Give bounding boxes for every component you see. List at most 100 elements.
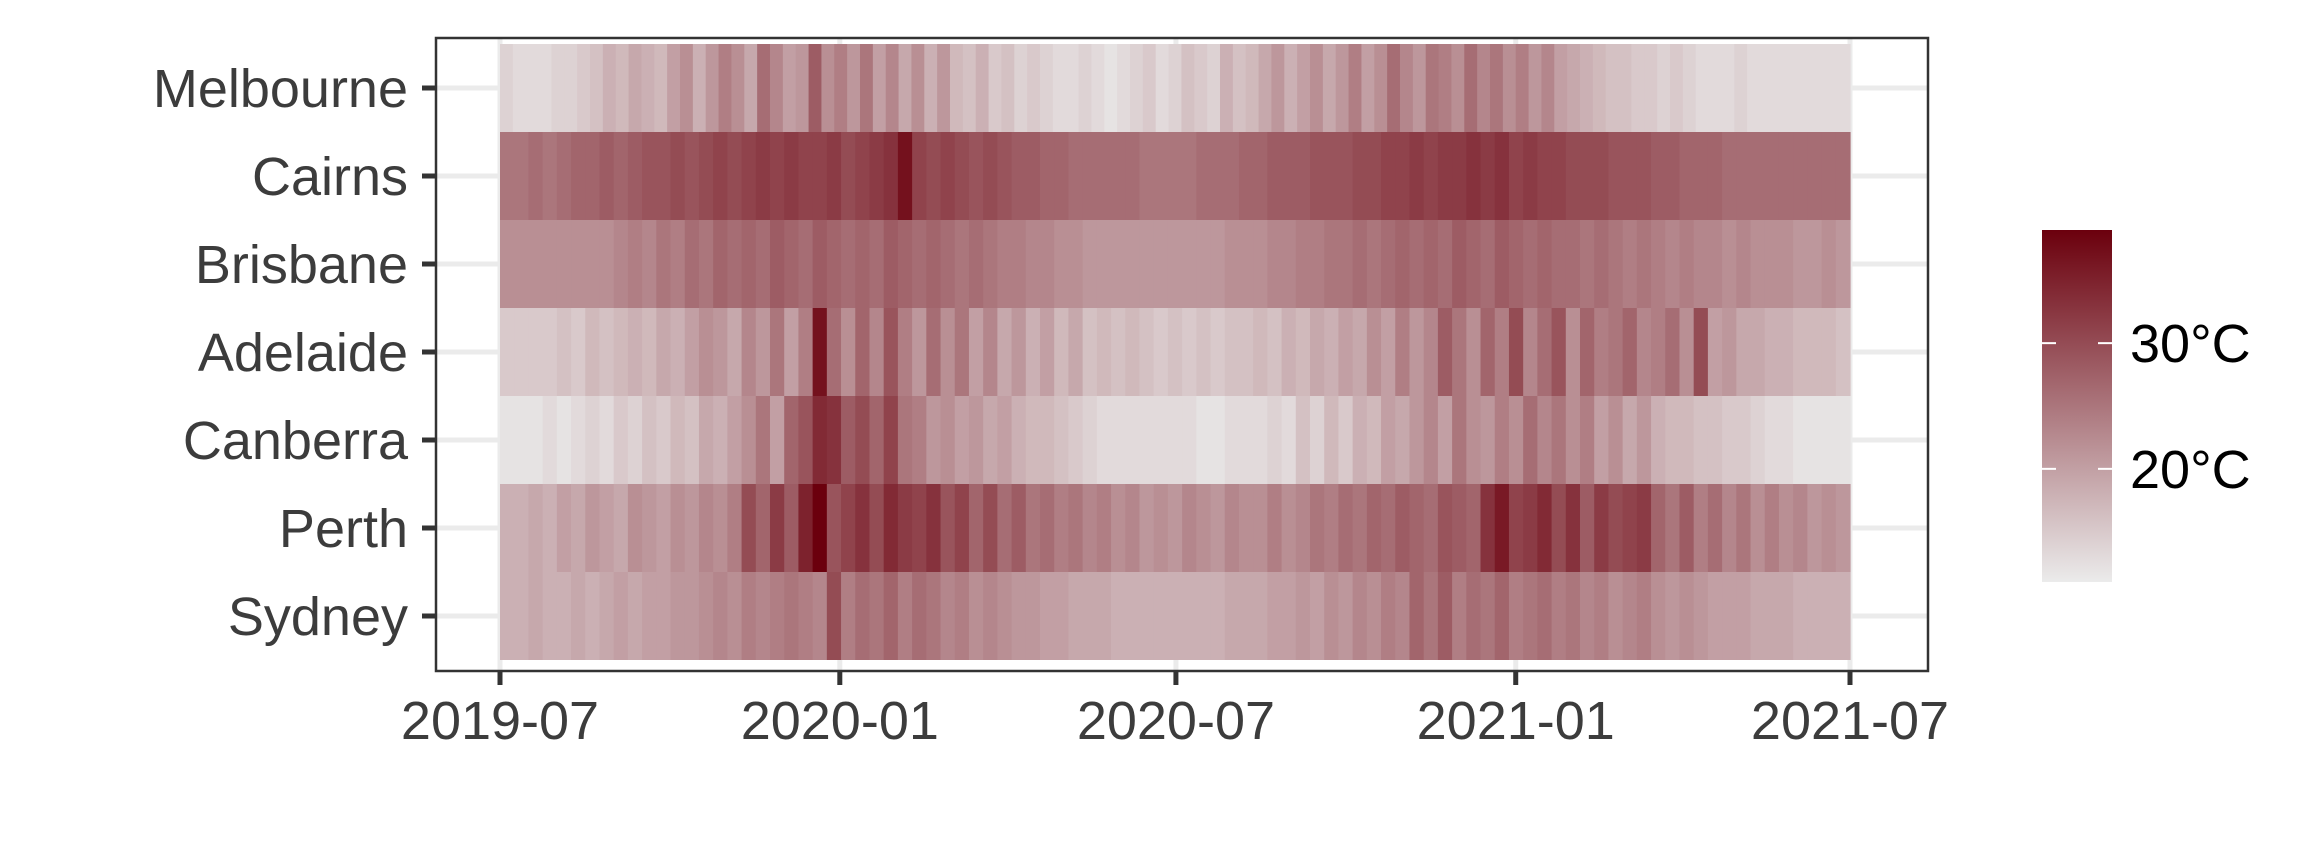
heatmap-cell: [1096, 484, 1112, 572]
heatmap-cell: [599, 396, 615, 484]
heatmap-cell: [1594, 308, 1610, 396]
heatmap-cell: [1464, 44, 1478, 132]
heatmap-cell: [1040, 572, 1055, 660]
heatmap-cell: [528, 396, 544, 484]
heatmap-cell: [1793, 308, 1808, 396]
heatmap-cell: [798, 308, 814, 396]
heatmap-cell: [755, 484, 771, 572]
heatmap-cell: [1636, 132, 1652, 220]
heatmap-cell: [670, 396, 686, 484]
heatmap-cell: [1502, 44, 1517, 132]
heatmap-cell: [1523, 308, 1538, 396]
heatmap-cell: [684, 220, 700, 308]
heatmap-cell: [1224, 484, 1240, 572]
heatmap-cell: [1182, 132, 1197, 220]
heatmap-cell: [968, 484, 984, 572]
heatmap-cell: [1636, 308, 1652, 396]
heatmap-cell: [698, 308, 714, 396]
heatmap-cell: [1065, 44, 1080, 132]
heatmap-cell: [784, 396, 800, 484]
heatmap-cell: [954, 396, 970, 484]
heatmap-cell: [1565, 132, 1581, 220]
heatmap-cell: [556, 396, 572, 484]
heatmap-cell: [642, 308, 657, 396]
heatmap-cell: [670, 484, 686, 572]
heatmap-cell: [1091, 44, 1105, 132]
heatmap-cell: [1210, 220, 1226, 308]
heatmap-cell: [514, 484, 530, 572]
heatmap-cell: [727, 132, 743, 220]
heatmap-cell: [812, 132, 828, 220]
heatmap-cell: [1636, 220, 1652, 308]
heatmap-cell: [1508, 308, 1524, 396]
heatmap-cell: [1423, 220, 1439, 308]
heatmap-cell: [1764, 396, 1780, 484]
heatmap-cell: [954, 484, 970, 572]
heatmap-cell: [1736, 132, 1752, 220]
heatmap-cell: [1054, 308, 1070, 396]
heatmap-cell: [954, 572, 970, 660]
heatmap-cell: [1480, 220, 1496, 308]
heatmap-cell: [1423, 308, 1439, 396]
heatmap-cell: [551, 44, 565, 132]
heatmap-cell: [1537, 220, 1553, 308]
heatmap-cell: [684, 572, 700, 660]
heatmap-cell: [1821, 132, 1837, 220]
y-tick-label: Brisbane: [195, 235, 408, 295]
heatmap-cell: [1409, 132, 1425, 220]
heatmap-cell: [869, 220, 885, 308]
heatmap-cell: [968, 308, 984, 396]
heatmap-cell: [1096, 396, 1112, 484]
heatmap-cell: [1238, 572, 1254, 660]
heatmap-cell: [897, 396, 913, 484]
heatmap-cell: [1068, 572, 1084, 660]
heatmap-cell: [1125, 308, 1141, 396]
heatmap-cell: [1722, 572, 1737, 660]
heatmap-cell: [542, 220, 558, 308]
heatmap-cell: [1807, 132, 1823, 220]
heatmap-cell: [784, 220, 800, 308]
heatmap-cell: [1182, 572, 1197, 660]
heatmap-cell: [1508, 132, 1524, 220]
x-tick-label: 2019-07: [401, 691, 599, 751]
heatmap-cell: [571, 132, 586, 220]
heatmap-cell: [1253, 308, 1268, 396]
heatmap-cell: [741, 396, 757, 484]
heatmap-cell: [1594, 572, 1610, 660]
heatmap-cell: [542, 484, 558, 572]
heatmap-cell: [855, 308, 871, 396]
y-axis: Melbourne Cairns Brisbane Adelaide Canberra P…: [153, 59, 436, 647]
heatmap-cell: [1361, 44, 1375, 132]
heatmap-cell: [1778, 132, 1794, 220]
heatmap-cell: [1778, 484, 1794, 572]
heatmap-cell: [1565, 308, 1581, 396]
heatmap-cell: [1025, 484, 1041, 572]
heatmap-cell: [983, 396, 998, 484]
heatmap-cell: [1722, 484, 1737, 572]
heatmap-cell: [727, 572, 743, 660]
heatmap-cell: [1665, 484, 1681, 572]
heatmap-cell: [826, 132, 842, 220]
heatmap-cell: [1523, 220, 1538, 308]
heatmap-cell: [1423, 572, 1439, 660]
heatmap-cell: [770, 484, 785, 572]
heatmap-cell: [1139, 484, 1155, 572]
heatmap-cell: [1194, 44, 1208, 132]
heatmap-cell: [1096, 220, 1112, 308]
heatmap-cell: [656, 396, 672, 484]
heatmap-cell: [1793, 572, 1808, 660]
heatmap-cell: [1594, 132, 1610, 220]
heatmap-cell: [1196, 396, 1212, 484]
heatmap-cell: [1324, 572, 1340, 660]
heatmap-cell: [798, 572, 814, 660]
heatmap-cell: [1182, 484, 1197, 572]
heatmap-cell: [1793, 132, 1808, 220]
heatmap-cell: [1622, 220, 1638, 308]
heatmap-cell: [1764, 132, 1780, 220]
heatmap-cell: [855, 572, 871, 660]
heatmap-cell: [1695, 44, 1710, 132]
heatmap-cell: [1835, 396, 1851, 484]
heatmap-cell: [1480, 132, 1496, 220]
heatmap-cell: [1608, 220, 1624, 308]
heatmap-cell: [755, 396, 771, 484]
